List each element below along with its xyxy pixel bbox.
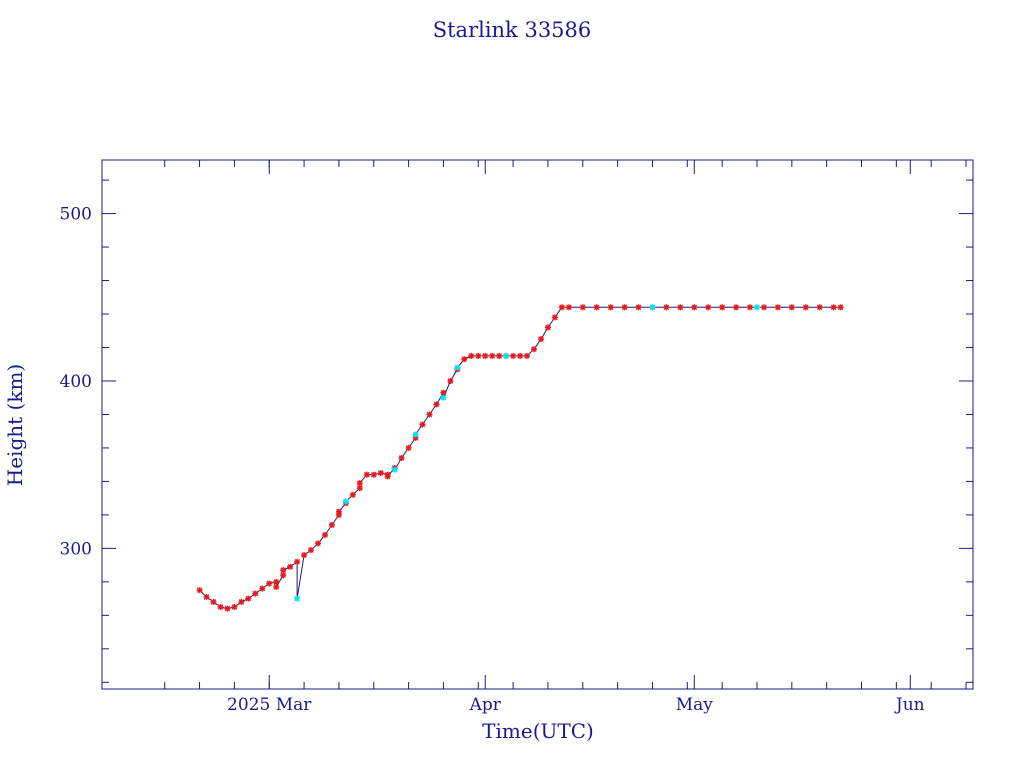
data-point-red: [719, 304, 726, 311]
x-tick-labels: 2025 Mar Apr May Jun: [227, 695, 925, 715]
data-point-cyan: [342, 498, 349, 505]
data-point-red: [691, 304, 698, 311]
data-point-red: [356, 480, 363, 487]
data-point-red: [830, 304, 837, 311]
x-tick-label: Jun: [894, 695, 925, 715]
data-point-red: [517, 352, 524, 359]
data-point-red: [538, 336, 544, 343]
data-point-red: [203, 593, 210, 600]
y-axis-label: Height (km): [3, 364, 27, 486]
data-point-red: [788, 304, 795, 311]
data-point-red: [558, 304, 565, 311]
data-point-cyan: [391, 466, 398, 473]
data-point-red: [335, 508, 342, 515]
data-point-red: [482, 352, 489, 359]
data-point-red: [377, 470, 384, 476]
data-point-red: [447, 378, 454, 384]
data-point-red: [489, 352, 496, 359]
data-point-red: [280, 572, 287, 579]
data-series: [196, 304, 844, 612]
data-point-red: [308, 547, 314, 554]
data-point-cyan: [440, 394, 447, 401]
data-point-red: [593, 304, 600, 311]
data-point-red: [210, 598, 217, 605]
data-point-red: [531, 346, 537, 353]
chart-title: Starlink 33586: [433, 18, 592, 42]
data-point-red: [496, 352, 503, 359]
data-point-cyan: [412, 431, 419, 438]
data-point-red: [349, 491, 356, 498]
data-point-red: [238, 598, 245, 605]
plot-frame: [101, 159, 974, 690]
y-tick-label: 300: [60, 539, 92, 559]
data-point-red: [705, 304, 712, 311]
data-point-red: [217, 604, 224, 610]
data-point-red: [280, 567, 287, 574]
data-point-red: [259, 585, 266, 592]
data-point-red: [565, 304, 572, 311]
x-tick-label: 2025 Mar: [227, 695, 312, 715]
data-point-red: [273, 583, 280, 590]
data-point-red: [579, 304, 586, 311]
y-tick-label: 500: [60, 205, 92, 225]
data-point-red: [370, 471, 377, 478]
data-point-cyan: [454, 364, 461, 371]
data-point-red: [837, 304, 844, 311]
data-point-red: [761, 304, 767, 311]
data-point-red: [433, 401, 440, 408]
data-point-red: [607, 304, 614, 311]
data-point-red: [551, 314, 558, 321]
data-point-cyan: [294, 595, 301, 602]
data-point-red: [231, 604, 238, 610]
data-point-red: [384, 473, 391, 480]
data-point-red: [621, 304, 628, 311]
x-tick-label: Apr: [469, 695, 502, 715]
data-point-cyan: [754, 304, 760, 311]
data-point-red: [266, 580, 273, 587]
data-point-red: [252, 590, 259, 597]
data-point-red: [468, 352, 475, 359]
data-point-red: [426, 411, 433, 418]
data-point-red: [524, 352, 530, 359]
data-point-red: [802, 304, 809, 311]
data-point-red: [774, 304, 781, 311]
y-tick-labels: 300 400 500: [60, 205, 92, 560]
data-point-red: [461, 356, 468, 363]
data-point-red: [328, 521, 335, 528]
data-point-red: [747, 304, 753, 311]
data-point-red: [663, 304, 670, 311]
data-point-red: [315, 540, 321, 547]
data-point-red: [475, 352, 482, 359]
data-point-red: [419, 421, 426, 428]
data-point-red: [405, 444, 412, 451]
data-point-cyan: [503, 352, 510, 359]
data-point-red: [245, 595, 252, 602]
data-point-red: [224, 605, 231, 612]
data-point-cyan: [649, 304, 656, 311]
data-point-red: [196, 587, 203, 594]
data-point-red: [677, 304, 684, 311]
data-point-red: [733, 304, 740, 311]
data-point-red: [322, 532, 328, 538]
axis-ticks: [102, 160, 973, 689]
data-point-red: [398, 455, 405, 461]
x-axis-label: Time(UTC): [482, 719, 594, 743]
x-tick-label: May: [676, 695, 714, 715]
data-point-red: [287, 563, 294, 570]
data-point-red: [545, 324, 551, 331]
data-point-red: [294, 558, 301, 565]
data-point-red: [816, 304, 823, 311]
data-point-red: [510, 352, 517, 359]
data-point-red: [363, 471, 370, 478]
data-point-red: [635, 304, 642, 311]
y-tick-label: 400: [60, 372, 92, 392]
data-point-red: [301, 552, 308, 559]
